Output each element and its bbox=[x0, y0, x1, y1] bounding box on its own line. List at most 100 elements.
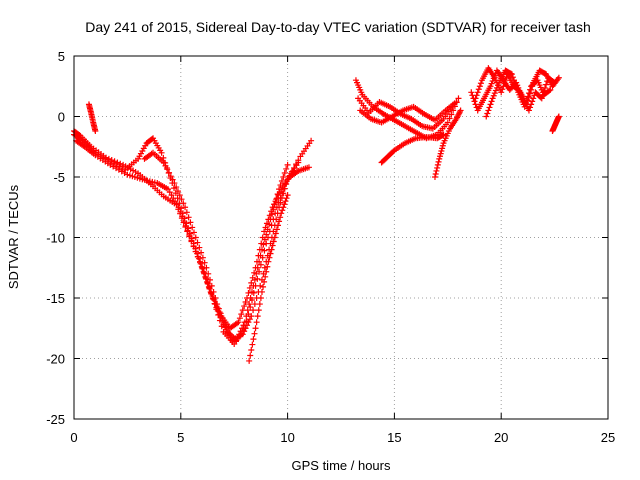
y-tick-label: -5 bbox=[53, 170, 65, 185]
data-point bbox=[281, 169, 288, 176]
x-tick-label: 15 bbox=[387, 430, 401, 445]
data-point bbox=[173, 201, 180, 208]
data-point bbox=[260, 241, 267, 248]
data-point bbox=[528, 101, 535, 108]
data-point bbox=[273, 226, 280, 233]
data-point bbox=[284, 161, 291, 168]
data-point bbox=[282, 181, 289, 188]
data-point bbox=[205, 270, 212, 277]
data-point bbox=[274, 222, 281, 229]
data-point bbox=[186, 232, 193, 239]
data-point bbox=[265, 258, 272, 265]
data-point bbox=[468, 89, 475, 96]
data-point bbox=[494, 82, 501, 89]
data-point bbox=[247, 352, 254, 359]
data-point bbox=[179, 213, 186, 220]
data-point bbox=[164, 186, 171, 193]
series-track-7 bbox=[352, 77, 462, 142]
data-point bbox=[185, 214, 192, 221]
data-point bbox=[276, 186, 283, 193]
data-point bbox=[453, 98, 460, 105]
data-point bbox=[208, 282, 215, 289]
data-point bbox=[248, 347, 255, 354]
data-point bbox=[249, 288, 255, 295]
data-point bbox=[192, 234, 199, 241]
data-point bbox=[268, 246, 275, 253]
data-point bbox=[214, 301, 221, 308]
data-point bbox=[239, 325, 246, 332]
data-point bbox=[190, 242, 197, 249]
data-point bbox=[543, 81, 550, 88]
data-point bbox=[236, 331, 243, 338]
data-point bbox=[509, 74, 516, 81]
data-point bbox=[261, 228, 268, 235]
data-point bbox=[219, 314, 226, 321]
data-point bbox=[246, 301, 253, 308]
series-track-13 bbox=[468, 67, 558, 114]
data-point bbox=[249, 341, 256, 348]
data-point bbox=[439, 132, 446, 139]
data-point bbox=[266, 221, 273, 228]
data-point bbox=[181, 218, 188, 225]
data-point bbox=[547, 86, 554, 93]
data-point bbox=[490, 92, 497, 99]
data-point bbox=[252, 325, 259, 332]
data-point bbox=[172, 198, 179, 205]
data-point bbox=[513, 83, 520, 90]
data-point bbox=[212, 295, 219, 301]
data-point bbox=[275, 199, 282, 206]
data-point bbox=[237, 328, 244, 335]
data-point bbox=[247, 304, 254, 311]
data-point bbox=[469, 92, 476, 99]
data-point bbox=[184, 227, 191, 234]
data-point bbox=[470, 95, 477, 102]
data-point bbox=[248, 279, 255, 286]
data-point bbox=[269, 242, 276, 249]
data-point bbox=[166, 189, 173, 196]
y-tick-label: 0 bbox=[58, 110, 65, 125]
series-track-10 bbox=[378, 131, 447, 166]
data-point bbox=[305, 164, 312, 171]
data-point bbox=[512, 80, 519, 87]
data-point bbox=[457, 107, 464, 114]
data-point bbox=[474, 89, 481, 96]
data-point bbox=[180, 200, 187, 207]
data-point bbox=[476, 83, 483, 90]
data-point bbox=[277, 182, 284, 189]
data-point bbox=[243, 313, 250, 320]
data-point bbox=[530, 95, 537, 102]
data-point bbox=[261, 278, 268, 285]
data-point bbox=[455, 95, 462, 102]
data-point bbox=[221, 319, 228, 326]
data-point bbox=[267, 216, 274, 223]
data-point bbox=[194, 239, 201, 246]
data-point bbox=[175, 204, 182, 211]
data-point bbox=[194, 253, 201, 260]
data-point bbox=[170, 195, 177, 202]
data-point bbox=[271, 234, 278, 241]
data-point bbox=[491, 72, 498, 79]
data-point bbox=[514, 86, 521, 93]
data-point bbox=[263, 231, 270, 238]
data-point bbox=[254, 264, 261, 271]
data-point bbox=[173, 184, 180, 191]
data-point bbox=[117, 160, 124, 167]
data-point bbox=[538, 95, 545, 102]
data-point bbox=[258, 246, 265, 253]
data-point bbox=[203, 264, 210, 271]
data-point bbox=[261, 236, 268, 243]
data-point bbox=[507, 70, 514, 77]
data-point bbox=[188, 237, 195, 244]
data-point bbox=[256, 258, 263, 265]
data-point bbox=[279, 207, 286, 214]
data-point bbox=[491, 90, 498, 97]
series-track-9 bbox=[357, 98, 460, 126]
y-axis-label: SDTVAR / TECUs bbox=[6, 184, 21, 289]
data-point bbox=[254, 313, 261, 320]
data-point bbox=[201, 259, 208, 266]
data-point bbox=[280, 174, 287, 180]
series-track-6 bbox=[85, 101, 99, 135]
series-track-11 bbox=[431, 107, 464, 180]
data-point bbox=[437, 150, 444, 157]
